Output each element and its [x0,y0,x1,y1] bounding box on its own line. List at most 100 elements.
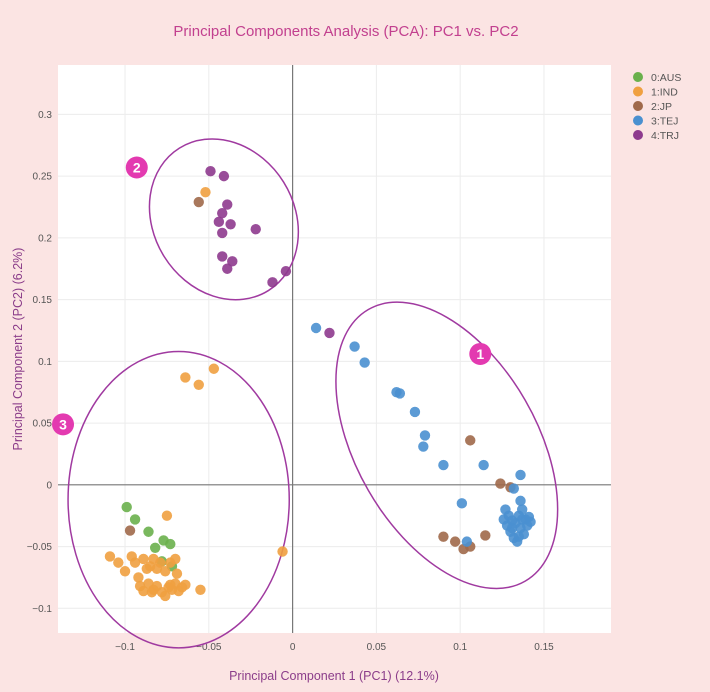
data-point-jp[interactable] [193,196,204,208]
data-point-trj[interactable] [222,263,233,274]
y-tick-label: 0.3 [38,110,52,121]
data-point-ind[interactable] [208,363,220,374]
data-point-jp[interactable] [465,435,476,446]
data-point-trj[interactable] [213,216,225,228]
data-point-ind[interactable] [119,566,131,577]
cluster-badge-1: 1 [469,342,492,365]
data-point-tej[interactable] [506,522,518,534]
data-point-trj[interactable] [217,227,228,239]
data-point-jp[interactable] [495,478,506,489]
legend-label: 1:IND [651,86,678,98]
legend-label: 4:TRJ [651,130,679,142]
data-point-tej[interactable] [456,498,468,509]
plot-area [58,65,611,633]
data-point-tej[interactable] [516,504,528,515]
data-point-ind[interactable] [165,579,176,591]
data-point-ind[interactable] [160,566,171,577]
legend-label: 2:JP [651,101,672,113]
data-point-tej[interactable] [409,406,421,418]
data-point-tej[interactable] [525,516,536,528]
legend-label: 0:AUS [651,72,681,84]
data-point-aus[interactable] [143,526,154,537]
cluster-ellipse-layer [67,138,559,649]
legend-item-ind[interactable]: 1:IND [633,86,678,98]
data-point-tej[interactable] [516,514,528,525]
data-point-ind[interactable] [171,568,183,579]
data-point-ind[interactable] [161,510,173,521]
legend-item-jp[interactable]: 2:JP [633,101,672,113]
data-point-aus[interactable] [121,501,132,513]
legend-marker [633,72,643,82]
data-point-tej[interactable] [513,531,525,542]
data-point-ind[interactable] [170,553,181,565]
data-point-jp[interactable] [449,536,461,547]
legend-item-tej[interactable]: 3:TEJ [633,115,678,127]
data-point-tej[interactable] [438,459,449,471]
data-point-tej[interactable] [419,430,431,441]
x-tick-label: −0.05 [196,642,222,653]
x-axis-label: Principal Component 1 (PC1) (12.1%) [229,669,439,683]
data-point-trj[interactable] [280,266,292,277]
data-point-ind[interactable] [180,579,191,591]
x-tick-label: 0.15 [534,642,554,653]
data-point-ind[interactable] [138,553,149,565]
legend-item-trj[interactable]: 4:TRJ [633,130,679,142]
data-point-tej[interactable] [515,495,526,507]
data-point-tej[interactable] [478,459,489,471]
data-point-trj[interactable] [205,165,216,177]
data-point-trj[interactable] [217,251,228,262]
data-point-aus[interactable] [165,538,176,550]
data-point-ind[interactable] [160,590,171,602]
legend-marker [633,130,643,140]
cluster-badge-3: 3 [52,413,75,436]
data-point-trj[interactable] [227,256,238,267]
data-point-jp[interactable] [438,531,449,542]
data-point-tej[interactable] [515,469,526,481]
data-point-tej[interactable] [349,341,360,352]
data-point-ind[interactable] [195,584,206,595]
data-point-ind[interactable] [129,557,141,568]
badge-circle [52,413,75,436]
cluster-ellipse-3 [67,350,291,649]
data-point-jp[interactable] [124,525,136,536]
data-point-tej[interactable] [359,357,370,368]
data-point-jp[interactable] [480,530,491,541]
data-point-aus[interactable] [129,514,141,525]
data-point-ind[interactable] [113,557,124,568]
x-tick-label: 0.05 [367,642,387,653]
tick-label-layer: −0.1 −0.05 0 0.05 0.1 0.15 −0.1 −0.05 0 0.05 0.1 0.… [27,110,554,653]
cluster-ellipse-2 [148,138,300,301]
x-tick-label: 0.1 [453,642,467,653]
data-point-ind[interactable] [277,546,288,557]
data-point-ind[interactable] [133,572,144,583]
data-point-ind[interactable] [138,585,149,597]
data-point-ind[interactable] [193,379,204,391]
data-point-tej[interactable] [418,441,429,452]
data-point-trj[interactable] [222,199,233,210]
legend-item-aus[interactable]: 0:AUS [633,72,681,84]
legend-marker [633,101,643,111]
data-point-aus[interactable] [149,542,161,553]
data-point-ind[interactable] [146,587,158,598]
data-point-tej[interactable] [461,536,473,547]
data-point-trj[interactable] [267,277,278,288]
y-tick-label: 0.25 [33,172,53,183]
legend-marker [633,86,643,97]
data-point-tej[interactable] [310,322,322,334]
data-point-trj[interactable] [225,219,236,230]
data-point-trj[interactable] [250,224,261,235]
cluster-badge-layer: 1 2 3 [52,156,492,436]
data-point-trj[interactable] [218,170,230,182]
data-point-ind[interactable] [104,551,116,562]
data-point-tej[interactable] [508,483,520,494]
data-point-ind[interactable] [180,372,191,383]
y-tick-label: 0 [46,480,52,491]
data-point-ind[interactable] [155,557,166,568]
data-point-ind[interactable] [200,186,211,198]
data-point-trj[interactable] [217,207,228,219]
data-point-trj[interactable] [324,327,335,339]
y-tick-label: 0.15 [33,295,53,306]
grid-layer [58,65,611,633]
data-point-tej[interactable] [394,388,406,399]
